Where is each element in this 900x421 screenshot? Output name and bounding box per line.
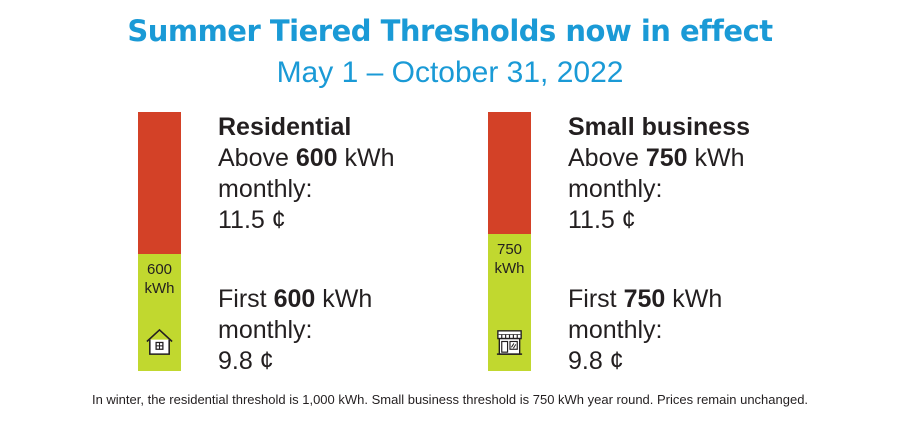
winter-footnote: In winter, the residential threshold is … <box>91 392 809 407</box>
residential-lower-tier: First 600 kWh monthly: 9.8 ¢ <box>218 284 372 377</box>
residential-threshold-unit: kWh <box>144 280 175 297</box>
residential-upper-prefix: Above <box>218 144 289 172</box>
small-business-threshold-unit: kWh <box>494 260 525 277</box>
small-business-upper-threshold: Above 750 kWh <box>568 143 750 174</box>
residential-tier-bar: 600 kWh <box>138 112 181 371</box>
small-business-upper-price: 11.5 ¢ <box>568 206 636 234</box>
small-business-upper-period: monthly: <box>568 175 663 203</box>
residential-threshold-value: 600 <box>146 261 173 278</box>
small-business-threshold-value: 750 <box>496 241 523 258</box>
small-business-lower-value: 750 <box>623 285 666 313</box>
storefront-icon <box>496 330 523 355</box>
residential-lower-period: monthly: <box>218 316 313 344</box>
residential-lower-value: 600 <box>273 285 316 313</box>
residential-upper-period: monthly: <box>218 175 313 203</box>
small-business-lower-tier: First 750 kWh monthly: 9.8 ¢ <box>568 284 722 377</box>
residential-upper-unit: kWh <box>344 144 395 172</box>
house-icon <box>146 328 173 355</box>
small-business-lower-tier-segment: 750 kWh <box>488 234 531 371</box>
small-business-upper-value: 750 <box>645 144 688 172</box>
small-business-lower-unit: kWh <box>672 285 723 313</box>
residential-upper-threshold: Above 600 kWh <box>218 143 395 174</box>
residential-lower-unit: kWh <box>322 285 373 313</box>
small-business-lower-threshold: First 750 kWh <box>568 284 722 315</box>
residential-upper-tier: Residential Above 600 kWh monthly: 11.5 … <box>218 112 395 236</box>
small-business-upper-unit: kWh <box>694 144 745 172</box>
residential-heading: Residential <box>218 113 352 141</box>
residential-threshold-label: 600 kWh <box>138 260 181 298</box>
page-title: Summer Tiered Thresholds now in effect <box>127 14 773 48</box>
residential-lower-prefix: First <box>218 285 267 313</box>
small-business-tier-bar: 750 kWh <box>488 112 531 371</box>
residential-upper-price: 11.5 ¢ <box>218 206 286 234</box>
residential-upper-value: 600 <box>295 144 338 172</box>
small-business-lower-prefix: First <box>568 285 617 313</box>
small-business-upper-tier: Small business Above 750 kWh monthly: 11… <box>568 112 750 236</box>
small-business-lower-price: 9.8 ¢ <box>568 347 624 375</box>
residential-lower-price: 9.8 ¢ <box>218 347 274 375</box>
small-business-upper-prefix: Above <box>568 144 639 172</box>
small-business-lower-period: monthly: <box>568 316 663 344</box>
small-business-upper-tier-segment <box>488 112 531 234</box>
residential-upper-tier-segment <box>138 112 181 254</box>
date-range: May 1 – October 31, 2022 <box>276 56 624 89</box>
small-business-threshold-label: 750 kWh <box>488 240 531 278</box>
residential-lower-tier-segment: 600 kWh <box>138 254 181 371</box>
small-business-heading: Small business <box>568 113 751 141</box>
residential-lower-threshold: First 600 kWh <box>218 284 372 315</box>
